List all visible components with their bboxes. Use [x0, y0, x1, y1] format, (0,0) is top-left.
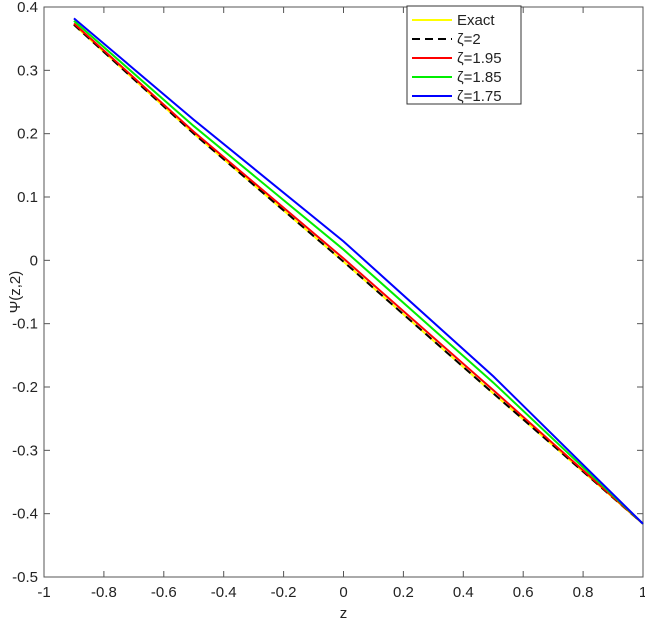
y-tick-label: 0 [30, 252, 38, 269]
y-tick-label: -0.5 [12, 569, 38, 586]
x-tick-label: -0.4 [211, 584, 237, 601]
x-tick-label: 0.2 [393, 584, 414, 601]
series-line [73, 17, 644, 525]
legend-entry: ζ=1.95 [457, 50, 502, 67]
x-tick-label: -0.2 [271, 584, 297, 601]
x-tick-label: -0.8 [91, 584, 117, 601]
x-tick-label: -1 [37, 584, 50, 601]
y-tick-label: -0.4 [12, 506, 38, 523]
legend [406, 5, 522, 105]
x-tick-label: 0 [339, 584, 347, 601]
axes-box [43, 6, 644, 578]
y-tick-label: 0.3 [17, 62, 38, 79]
legend-entry: ζ=1.75 [457, 88, 502, 105]
x-tick-label: 1 [639, 584, 645, 601]
y-tick-label: -0.2 [12, 379, 38, 396]
legend-entry: Exact [457, 12, 495, 29]
series-line [73, 23, 644, 525]
y-tick-label: 0.4 [17, 0, 38, 16]
y-tick-label: 0.1 [17, 189, 38, 206]
y-tick-label: -0.1 [12, 316, 38, 333]
x-tick-label: 0.8 [573, 584, 594, 601]
x-axis-label: z [340, 605, 348, 622]
y-tick-label: 0.2 [17, 126, 38, 143]
legend-entry: ζ=2 [457, 31, 481, 48]
legend-entry: ζ=1.85 [457, 69, 502, 86]
x-tick-label: 0.4 [453, 584, 474, 601]
series-line [73, 20, 644, 525]
series-line [73, 22, 644, 525]
y-tick-label: -0.3 [12, 442, 38, 459]
x-tick-label: 0.6 [513, 584, 534, 601]
x-tick-label: -0.6 [151, 584, 177, 601]
y-axis-label: Ψ(z,2) [7, 271, 24, 314]
